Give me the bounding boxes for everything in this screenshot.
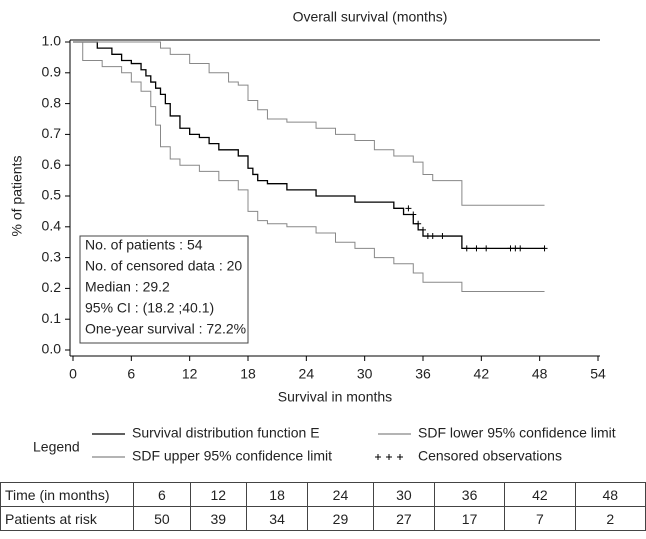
x-axis-label: Survival in months bbox=[278, 389, 392, 405]
x-tick-label: 24 bbox=[299, 366, 315, 382]
censor-mark bbox=[473, 245, 480, 252]
table-row: Time (in months) 6 12 18 24 30 36 42 48 bbox=[0, 482, 646, 507]
info-box bbox=[79, 235, 249, 344]
y-tick-label: 0.3 bbox=[42, 248, 62, 264]
legend-marker bbox=[375, 454, 381, 460]
info-text: One-year survival : 72.2% bbox=[85, 321, 246, 337]
y-tick-label: 0.4 bbox=[42, 218, 62, 234]
y-tick-label: 0.2 bbox=[42, 279, 62, 295]
survival-line bbox=[73, 41, 545, 206]
table-cell: 36 bbox=[433, 482, 506, 507]
table-cell: 29 bbox=[307, 506, 374, 531]
table-row: Patients at risk 50 39 34 29 27 17 7 2 bbox=[0, 506, 646, 531]
table-cell: 24 bbox=[307, 482, 374, 507]
legend-title: Legend bbox=[33, 439, 80, 455]
censor-mark bbox=[429, 233, 436, 240]
y-tick-label: 0.9 bbox=[42, 64, 62, 80]
x-tick-label: 42 bbox=[474, 366, 490, 382]
legend-label: SDF upper 95% confidence limit bbox=[132, 448, 332, 464]
info-text: Median : 29.2 bbox=[85, 279, 170, 295]
table-cell: Patients at risk bbox=[0, 506, 135, 531]
y-tick-label: 0.6 bbox=[42, 156, 62, 172]
table-cell: 30 bbox=[372, 482, 435, 507]
y-tick-label: 0.7 bbox=[42, 125, 62, 141]
table-cell: Time (in months) bbox=[0, 482, 135, 507]
y-axis-label: % of patients bbox=[9, 156, 25, 237]
risk-table: Time (in months) 6 12 18 24 30 36 42 48 Patients … bbox=[0, 482, 646, 531]
table-cell: 34 bbox=[246, 506, 309, 531]
info-text: No. of censored data : 20 bbox=[85, 258, 242, 274]
legend-marker bbox=[397, 454, 403, 460]
table-cell: 42 bbox=[504, 482, 576, 507]
table-cell: 12 bbox=[189, 482, 248, 507]
y-tick-label: 0.0 bbox=[42, 341, 62, 357]
y-tick-label: 1.0 bbox=[42, 33, 62, 49]
legend-label: Survival distribution function E bbox=[132, 425, 320, 441]
table-cell: 27 bbox=[372, 506, 435, 531]
x-tick-label: 0 bbox=[69, 366, 77, 382]
x-tick-label: 48 bbox=[532, 366, 548, 382]
table-cell: 17 bbox=[433, 506, 506, 531]
censor-mark bbox=[517, 245, 524, 252]
x-tick-label: 12 bbox=[182, 366, 198, 382]
x-tick-label: 36 bbox=[415, 366, 431, 382]
censor-mark bbox=[405, 205, 412, 212]
censor-mark bbox=[439, 233, 446, 240]
info-text: No. of patients : 54 bbox=[85, 237, 203, 253]
censor-mark bbox=[541, 245, 548, 252]
info-text: 95% CI : (18.2 ;40.1) bbox=[85, 300, 214, 316]
chart-title: Overall survival (months) bbox=[293, 9, 448, 25]
censor-mark bbox=[410, 211, 417, 218]
y-tick-label: 0.5 bbox=[42, 187, 62, 203]
table-cell: 48 bbox=[574, 482, 646, 507]
table-cell: 50 bbox=[133, 506, 191, 531]
table-cell: 7 bbox=[504, 506, 576, 531]
table-cell: 39 bbox=[189, 506, 248, 531]
legend-label: SDF lower 95% confidence limit bbox=[418, 425, 616, 441]
legend-marker bbox=[386, 454, 392, 460]
table-cell: 2 bbox=[574, 506, 646, 531]
survival-line bbox=[73, 41, 545, 250]
legend-label: Censored observations bbox=[418, 448, 562, 464]
table-cell: 6 bbox=[133, 482, 191, 507]
x-tick-label: 18 bbox=[240, 366, 256, 382]
table-cell: 18 bbox=[246, 482, 309, 507]
y-tick-label: 0.8 bbox=[42, 94, 62, 110]
censor-mark bbox=[463, 245, 470, 252]
x-tick-label: 6 bbox=[127, 366, 135, 382]
chart: Overall survival (months) Survival in mo… bbox=[9, 9, 616, 464]
survival-line bbox=[73, 41, 545, 292]
censor-mark bbox=[415, 220, 422, 227]
y-tick-label: 0.1 bbox=[42, 310, 62, 326]
censor-mark bbox=[420, 226, 426, 233]
x-tick-label: 54 bbox=[590, 366, 606, 382]
x-tick-label: 30 bbox=[357, 366, 373, 382]
censor-mark bbox=[483, 245, 490, 252]
